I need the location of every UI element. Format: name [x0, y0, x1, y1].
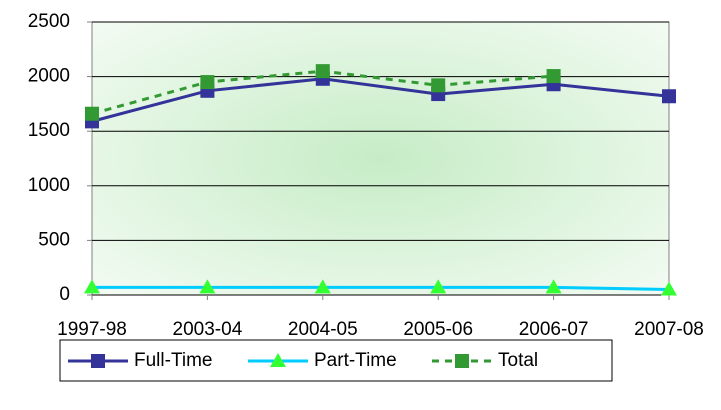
marker	[84, 279, 100, 294]
legend-marker	[270, 353, 286, 367]
y-tick-label: 2000	[28, 66, 70, 87]
marker	[545, 279, 562, 294]
marker	[662, 89, 676, 104]
x-tick-label: 2004-05	[288, 319, 358, 340]
plot-area	[91, 21, 670, 296]
y-tick-label: 1500	[28, 120, 70, 141]
marker	[315, 64, 330, 79]
legend-label: Part-Time	[314, 350, 397, 371]
x-tick-label: 2006-07	[519, 319, 589, 340]
legend-box	[59, 339, 613, 382]
legend-label: Full-Time	[134, 350, 212, 371]
marker	[199, 279, 216, 294]
x-tick-label: 2007-08	[634, 319, 704, 340]
x-tick-label: 2003-04	[173, 319, 243, 340]
series-line	[91, 77, 670, 123]
y-tick-label: 500	[38, 229, 70, 250]
series-line	[92, 285, 670, 292]
y-tick-label: 2500	[28, 11, 70, 32]
legend: Full-Time Part-Time Total	[59, 339, 613, 382]
x-tick-label: 1997-98	[57, 319, 127, 340]
x-tick-label: 2005-06	[403, 319, 473, 340]
marker	[430, 279, 447, 294]
marker	[314, 279, 331, 294]
y-tick-label: 0	[59, 284, 70, 305]
marker	[661, 281, 677, 296]
legend-marker	[455, 354, 469, 368]
legend-label: Total	[498, 350, 538, 371]
legend-marker	[91, 354, 105, 368]
marker	[546, 69, 561, 84]
marker	[200, 75, 215, 90]
marker	[431, 78, 446, 93]
y-tick-label: 1000	[28, 175, 70, 196]
marker	[85, 106, 99, 121]
